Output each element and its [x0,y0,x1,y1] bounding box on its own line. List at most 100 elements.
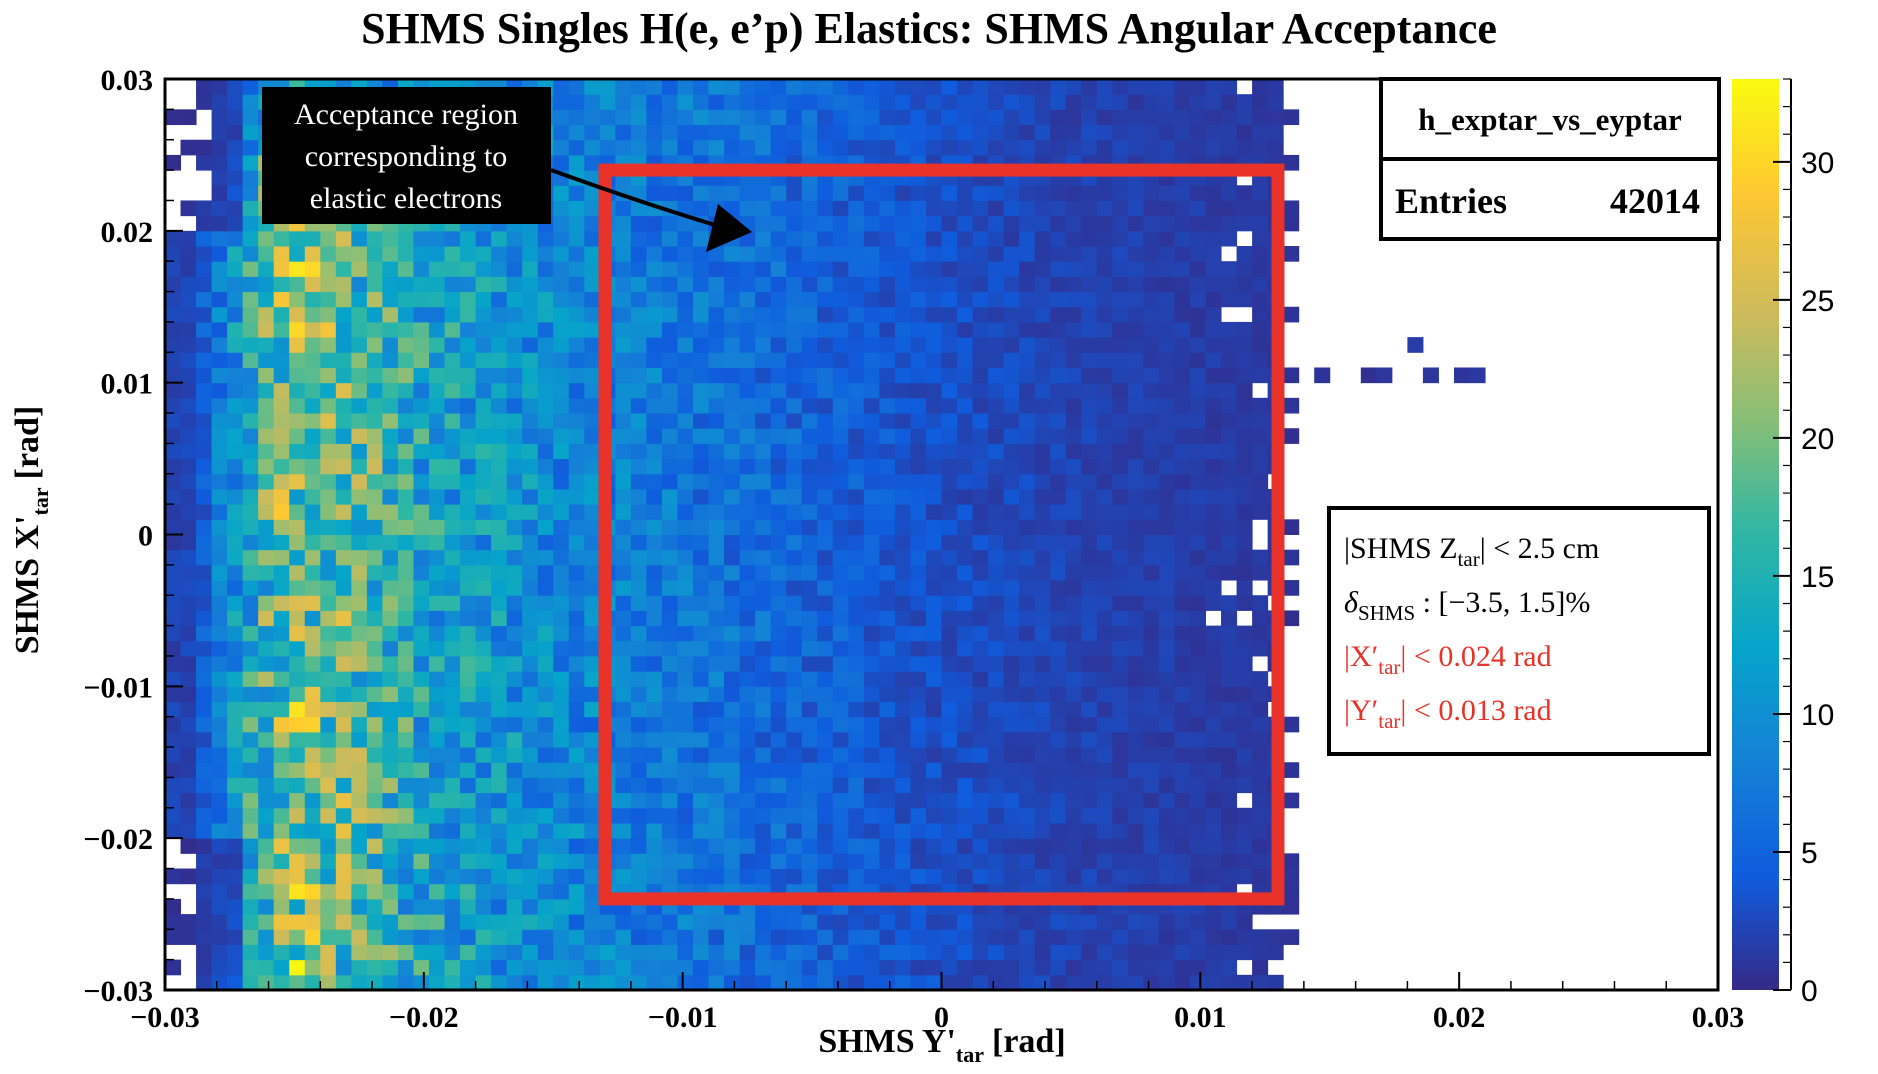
heatmap-bin [366,595,383,611]
heatmap-bin [1081,215,1098,232]
heatmap-bin [1143,655,1160,672]
heatmap-bin [506,413,523,429]
heatmap-bin [227,944,244,961]
heatmap-bin [491,701,508,718]
heatmap-bin [413,549,430,566]
heatmap-bin [258,382,275,399]
heatmap-bin [770,701,787,718]
heatmap-bin [165,306,182,323]
heatmap-bin [1127,261,1144,277]
heatmap-bin [1065,640,1082,657]
heatmap-bin [1236,139,1253,156]
heatmap-bin [1205,807,1222,824]
heatmap-bin [1127,792,1144,809]
heatmap-bin [475,777,492,794]
heatmap-bin [1143,929,1160,945]
heatmap-bin [1189,139,1207,156]
heatmap-bin [382,428,399,444]
heatmap-bin [1003,261,1020,277]
heatmap-bin [475,321,492,338]
heatmap-bin [351,959,368,976]
heatmap-bin [475,610,492,627]
heatmap-bin [832,838,849,854]
heatmap-bin [1205,655,1222,672]
heatmap-bin [1096,610,1113,627]
heatmap-bin [1050,185,1067,201]
heatmap-bin [1252,473,1269,490]
heatmap-bin [1019,822,1036,839]
heatmap-bin [227,473,244,490]
heatmap-bin [957,974,974,991]
heatmap-bin [211,246,228,262]
heatmap-bin [273,580,290,596]
heatmap-bin [1143,200,1160,217]
heatmap-bin [460,413,477,429]
heatmap-bin [1003,549,1020,566]
heatmap-bin [770,443,787,460]
heatmap-bin [304,944,321,961]
heatmap-bin [1096,701,1113,718]
heatmap-bin [1205,276,1222,293]
heatmap-bin [1205,580,1222,596]
heatmap-bin [724,731,741,748]
heatmap-bin [1189,276,1207,293]
heatmap-bin [1267,929,1284,945]
heatmap-bin [227,504,244,520]
heatmap-bin [1003,625,1020,642]
heatmap-bin [444,397,461,414]
heatmap-bin [972,549,989,566]
x-axis-label: SHMS Y'tar [rad] [818,1023,1065,1067]
heatmap-bin [1112,610,1129,627]
heatmap-bin [1143,671,1160,687]
heatmap-bin [475,306,492,323]
heatmap-bin [568,655,585,672]
heatmap-bin [444,564,461,581]
heatmap-bin [491,762,508,778]
heatmap-bin [475,792,492,809]
heatmap-bin [817,731,834,748]
heatmap-bin [242,534,259,551]
heatmap-bin [677,747,694,763]
heatmap-bin [289,504,306,520]
heatmap-bin [568,306,585,323]
heatmap-bin [708,504,725,520]
heatmap-bin [1112,488,1129,505]
heatmap-bin [1096,413,1113,429]
heatmap-bin [894,337,911,353]
heatmap-bin [1065,79,1082,95]
heatmap-bin [1205,640,1222,657]
heatmap-bin [817,625,834,642]
heatmap-bin [786,519,803,535]
heatmap-bin [786,276,803,293]
heatmap-bin [863,200,880,217]
heatmap-bin [801,595,818,611]
heatmap-bin [1189,200,1207,217]
heatmap-bin [1127,79,1144,95]
heatmap-bin [1158,79,1175,95]
heatmap-bin [988,610,1005,627]
heatmap-bin [661,261,678,277]
heatmap-bin [1003,94,1020,110]
heatmap-bin [661,79,678,95]
heatmap-bin [661,109,678,126]
heatmap-bin [196,868,213,885]
heatmap-bin [879,838,896,854]
heatmap-bin [211,549,228,566]
heatmap-bin [677,230,694,247]
heatmap-bin [1158,534,1175,551]
heatmap-bin [957,124,974,141]
heatmap-bin [1189,109,1207,126]
heatmap-bin [335,397,352,414]
heatmap-bin [568,914,585,930]
heatmap-bin [988,291,1005,308]
heatmap-bin [708,838,725,854]
heatmap-bin [304,428,321,444]
heatmap-bin [366,625,383,642]
heatmap-bin [397,807,414,824]
heatmap-bin [211,367,228,384]
heatmap-bin [491,686,508,703]
heatmap-bin [584,777,601,794]
heatmap-bin [1174,367,1191,384]
heatmap-bin [817,428,834,444]
heatmap-bin [1127,625,1144,642]
